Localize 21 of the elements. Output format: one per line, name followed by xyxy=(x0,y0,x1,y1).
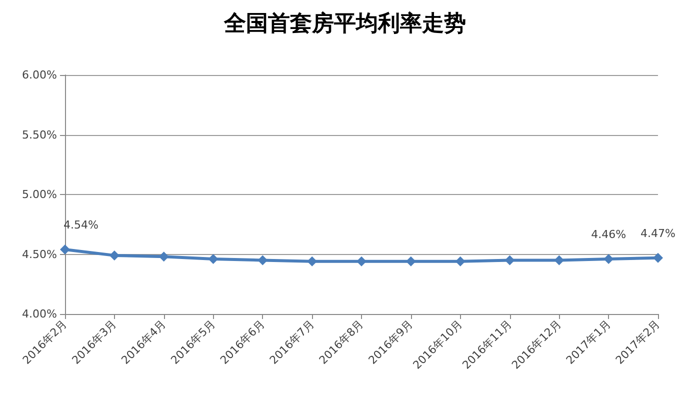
y-tick-label: 4.00% xyxy=(22,308,57,320)
point xyxy=(307,256,318,266)
data-label: 4.47% xyxy=(640,226,676,240)
y-tick-label: 6.00% xyxy=(22,68,57,82)
point xyxy=(406,256,416,266)
point xyxy=(258,255,268,266)
y-tick-label: 5.00% xyxy=(22,188,57,201)
point xyxy=(504,255,515,266)
point xyxy=(109,250,120,260)
point xyxy=(158,252,169,262)
point xyxy=(208,254,218,264)
point xyxy=(554,255,564,266)
point xyxy=(455,256,466,266)
y-tick-label: 5.50% xyxy=(22,128,57,142)
point xyxy=(356,256,366,266)
chart-title: 全国首套房平均利率走势 xyxy=(223,10,466,36)
point xyxy=(60,244,70,254)
y-tick-label: 4.50% xyxy=(22,248,57,261)
point xyxy=(604,254,614,264)
data-label: 4.46% xyxy=(591,228,626,242)
point xyxy=(653,252,663,263)
